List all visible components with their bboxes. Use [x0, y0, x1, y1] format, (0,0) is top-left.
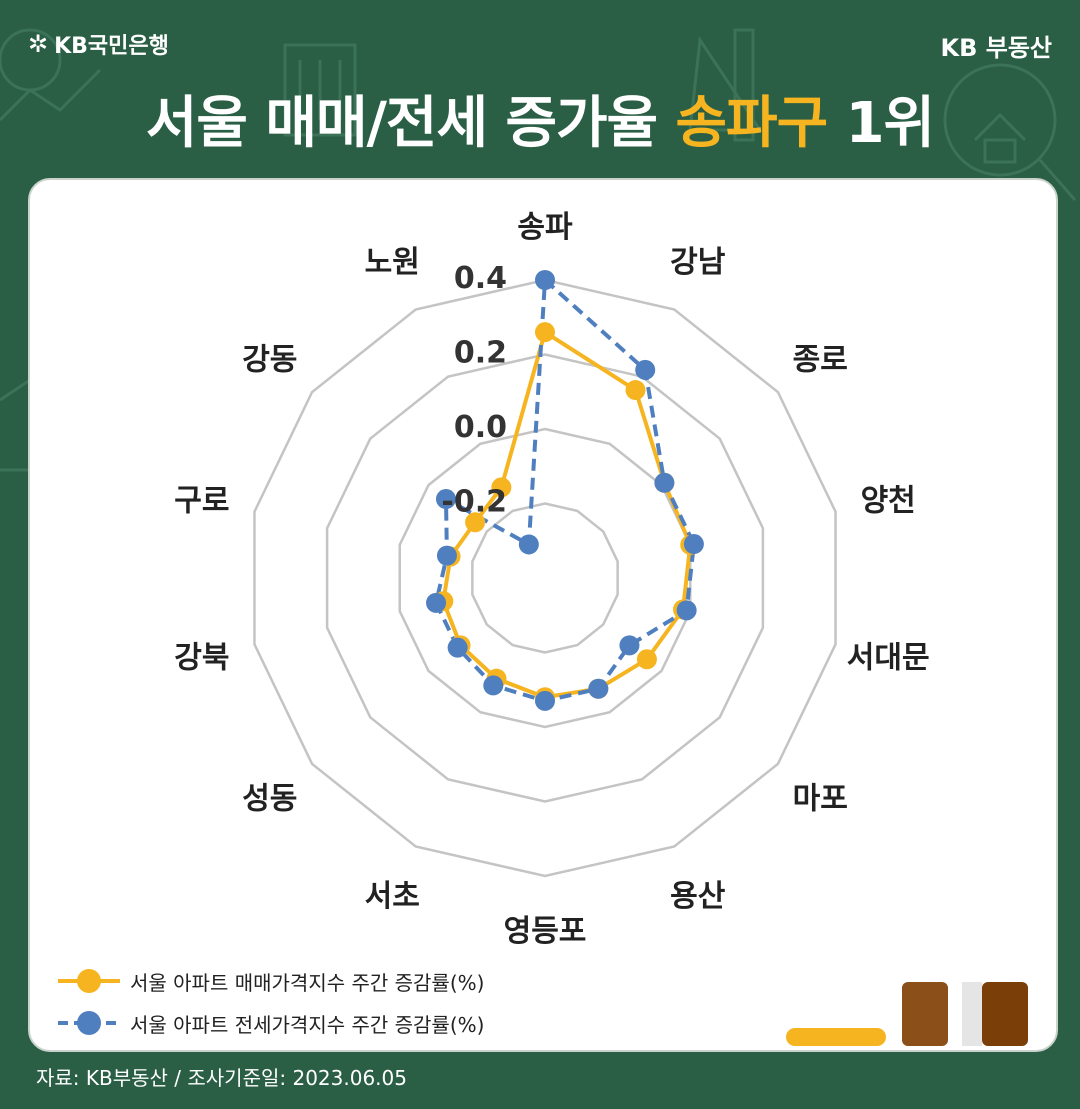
series-0-point-1: [625, 380, 646, 401]
series-1-point-11: [436, 545, 457, 566]
legend-item-sale: 서울 아파트 매매가격지수 주간 증감률(%): [58, 960, 484, 1002]
series-0-point-0: [535, 322, 555, 343]
series-1-point-12: [435, 489, 456, 510]
title-tail: 1위: [827, 91, 935, 156]
axis-label-10: 강북: [174, 640, 229, 675]
grid-ring-2: [398, 427, 692, 729]
radial-tick-label-0: 0.4: [454, 261, 507, 296]
axis-label-8: 서초: [365, 879, 420, 914]
title-accent: 송파구: [675, 91, 829, 156]
axis-label-12: 강동: [242, 343, 297, 378]
series-1-point-3: [683, 534, 704, 555]
axis-label-0: 송파: [517, 210, 573, 245]
series-1-point-2: [654, 472, 675, 493]
chart-legend: 서울 아파트 매매가격지수 주간 증감률(%) 서울 아파트 전세가격지수 주간…: [58, 960, 484, 1044]
axis-label-13: 노원: [365, 245, 420, 280]
axis-label-9: 성동: [242, 781, 297, 816]
decorative-blocks: [786, 982, 1028, 1046]
grid-ring-3: [471, 502, 619, 654]
axis-label-5: 마포: [793, 781, 848, 816]
axis-label-7: 영등포: [504, 914, 587, 949]
radial-tick-label-3: -0.2: [441, 485, 507, 520]
kb-star-icon: ✲: [28, 30, 49, 58]
page-title: 서울 매매/전세 증가율 송파구 1위: [0, 78, 1080, 159]
axis-label-6: 용산: [670, 879, 726, 914]
series-0-point-12: [465, 512, 486, 533]
series-1-point-13: [518, 534, 539, 555]
series-1-point-0: [535, 270, 555, 290]
axis-label-4: 서대문: [847, 640, 930, 675]
legend-jeonse-label: 서울 아파트 전세가격지수 주간 증감률(%): [130, 1012, 485, 1037]
series-1-point-4: [676, 600, 697, 621]
legend-item-jeonse: 서울 아파트 전세가격지수 주간 증감률(%): [58, 1002, 484, 1044]
series-1-point-9: [447, 637, 468, 658]
kb-real-estate-brand: KB 부동산: [940, 34, 1053, 62]
grid-ring-0: [253, 278, 837, 878]
kb-bank-name: KB국민은행: [54, 34, 169, 59]
kb-bank-logo: ✲ KB국민은행: [28, 28, 169, 60]
series-0-point-13: [491, 477, 512, 498]
grid-ring-1: [325, 353, 765, 803]
series-1-point-7: [535, 690, 555, 711]
data-source-note: 자료: KB부동산 / 조사기준일: 2023.06.05: [36, 1066, 407, 1090]
series-1-point-8: [483, 675, 504, 696]
radial-tick-label-1: 0.2: [454, 336, 507, 371]
title-main: 서울 매매/전세 증가율: [145, 91, 676, 156]
legend-sale-label: 서울 아파트 매매가격지수 주간 증감률(%): [130, 970, 485, 995]
series-1-point-5: [619, 635, 640, 656]
series-1-point-1: [635, 359, 656, 380]
axis-label-3: 양천: [861, 484, 916, 519]
axis-label-11: 구로: [174, 484, 229, 519]
legend-jeonse-swatch: [58, 1011, 120, 1035]
legend-sale-swatch: [58, 969, 120, 993]
series-0-point-5: [636, 649, 657, 670]
radial-tick-label-2: 0.0: [454, 410, 507, 445]
axis-label-1: 강남: [670, 245, 726, 280]
series-1-point-6: [588, 678, 609, 699]
axis-label-2: 종로: [793, 343, 848, 378]
series-1-point-10: [426, 592, 447, 613]
